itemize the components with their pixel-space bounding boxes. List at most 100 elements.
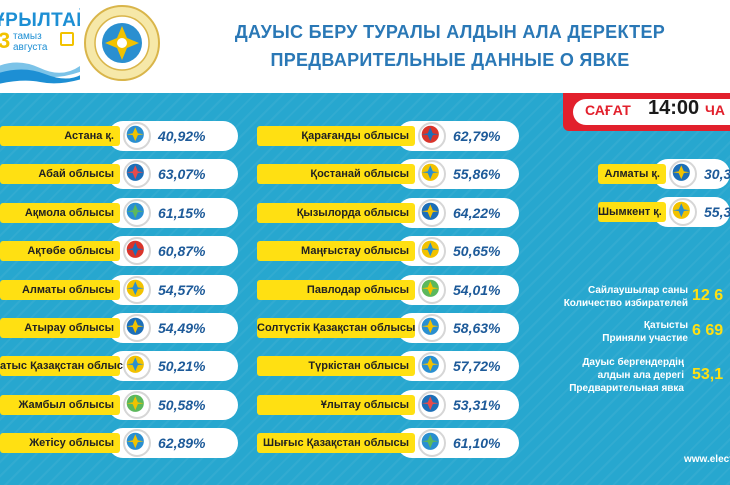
city-name: Шымкент қ. — [598, 206, 662, 219]
city-percentage: 30,3 — [704, 166, 730, 182]
region-name: Маңғыстау облысы — [301, 245, 409, 258]
region-percentage: 55,86% — [453, 166, 501, 183]
turnout-value: 53,1 — [692, 366, 724, 383]
region-row: Павлодар облысы 54,01% — [257, 274, 519, 305]
voters-label-kz: Сайлаушылар саны — [587, 285, 688, 296]
turnout-label-kz-1: Дауыс бергендердің — [582, 357, 684, 368]
region-row: Абай облысы 63,07% — [0, 159, 238, 190]
region-percentage: 53,31% — [453, 396, 501, 413]
city-row: Алматы қ. 30,3 — [598, 159, 730, 189]
region-percentage: 62,79% — [453, 128, 501, 144]
region-emblem-icon — [418, 314, 446, 342]
voters-label-ru: Количество избирателей — [563, 298, 688, 309]
region-emblem-icon — [123, 122, 151, 150]
region-percentage: 54,49% — [158, 320, 206, 336]
region-emblem-icon — [418, 122, 446, 150]
region-row: Ақмола облысы 61,15% — [0, 197, 238, 228]
region-row: Қостанай облысы 55,86% — [257, 159, 519, 190]
region-name: Жетісу облысы — [29, 437, 114, 450]
region-name: Астана қ. — [64, 130, 114, 142]
region-name: Ұлытау облысы — [320, 398, 409, 411]
region-row: Ақтөбе облысы 60,87% — [0, 236, 238, 267]
region-row: Түркістан облысы 57,72% — [257, 351, 519, 382]
region-emblem-icon — [418, 198, 446, 227]
region-name: Алматы облысы — [21, 283, 114, 296]
region-percentage: 57,72% — [453, 358, 501, 375]
participation-value: 6 69 — [692, 322, 724, 339]
region-name: Шығыс Қазақстан облысы — [263, 437, 409, 450]
title-kz: ДАУЫС БЕРУ ТУРАЛЫ АЛДЫН АЛА ДЕРЕКТЕР — [234, 22, 666, 42]
region-row: Қарағанды облысы 62,79% — [257, 121, 519, 151]
region-name: Павлодар облысы — [306, 283, 409, 296]
region-name: Ақтөбе облысы — [27, 245, 114, 258]
title-ru: ПРЕДВАРИТЕЛЬНЫЕ ДАННЫЕ О ЯВКЕ — [270, 50, 630, 70]
region-emblem-icon — [123, 352, 151, 381]
region-row: Атырау облысы 54,49% — [0, 313, 238, 343]
region-emblem-icon — [418, 352, 446, 381]
city-emblem-icon — [669, 198, 697, 227]
region-percentage: 61,15% — [158, 204, 206, 221]
time-label: САҒАТ — [585, 102, 631, 118]
logo-number: 3 — [0, 28, 11, 53]
region-name: Абай облысы — [38, 168, 114, 181]
city-percentage: 55,3 — [704, 204, 730, 221]
logo-word: ҰРЫЛТАЙ — [0, 10, 80, 31]
region-name: Ақмола облысы — [24, 206, 114, 219]
region-emblem-icon — [418, 390, 446, 419]
region-percentage: 50,65% — [453, 243, 501, 260]
region-row: Алматы облысы 54,57% — [0, 274, 238, 305]
region-row: Солтүстік Қазақстан облысы 58,63% — [257, 313, 519, 343]
region-name: Қостанай облысы — [310, 168, 409, 181]
region-name: Қызылорда облысы — [296, 206, 409, 219]
logo-date-kz: тамыз — [13, 31, 42, 42]
region-emblem-icon — [123, 275, 151, 304]
region-name: атыс Қазақстан облысы — [0, 360, 133, 373]
time-suffix: ЧА — [705, 102, 725, 118]
region-row: Қызылорда облысы 64,22% — [257, 197, 519, 228]
region-emblem-icon — [418, 429, 446, 458]
city-name: Алматы қ. — [604, 168, 660, 180]
region-percentage: 50,58% — [158, 396, 206, 413]
region-percentage: 54,57% — [158, 281, 206, 298]
region-row: Шығыс Қазақстан облысы 61,10% — [257, 428, 519, 459]
participation-label-kz: Қатысты — [643, 320, 688, 331]
city-row: Шымкент қ. 55,3 — [598, 197, 730, 228]
region-percentage: 50,21% — [158, 358, 206, 375]
region-name: Жамбыл облысы — [18, 398, 114, 411]
region-row: Маңғыстау облысы 50,65% — [257, 236, 519, 267]
checkbox-icon — [60, 32, 74, 46]
region-percentage: 58,63% — [453, 320, 501, 336]
region-name: Қарағанды облысы — [301, 130, 409, 142]
region-name: Атырау облысы — [24, 322, 114, 334]
region-emblem-icon — [123, 198, 151, 227]
region-percentage: 40,92% — [158, 128, 206, 144]
voters-value: 12 6 — [692, 287, 724, 304]
region-name: Солтүстік Қазақстан облысы — [257, 322, 416, 334]
region-percentage: 60,87% — [158, 243, 206, 260]
region-emblem-icon — [123, 160, 151, 189]
region-row: Жетісу облысы 62,89% — [0, 428, 238, 459]
region-percentage: 64,22% — [453, 204, 501, 221]
region-emblem-icon — [123, 390, 151, 419]
time-value: 14:00 — [648, 97, 700, 119]
elections-logo: ҰРЫЛТАЙ 3 тамыз августа — [0, 0, 80, 93]
region-row: Ұлытау облысы 53,31% — [257, 389, 519, 420]
website-link[interactable]: www.electio — [684, 454, 730, 465]
participation-label-ru: Приняли участие — [602, 333, 688, 344]
region-row: атыс Қазақстан облысы 50,21% — [0, 351, 238, 382]
region-percentage: 61,10% — [453, 435, 501, 452]
turnout-label-ru: Предварительная явка — [569, 383, 684, 394]
time-badge: САҒАТ 14:00 ЧА — [563, 93, 730, 131]
cec-seal-icon — [84, 5, 160, 81]
ribbon-icon — [0, 62, 80, 84]
region-percentage: 62,89% — [158, 435, 206, 452]
region-emblem-icon — [123, 429, 151, 458]
logo-date-ru: августа — [13, 42, 48, 53]
region-emblem-icon — [418, 275, 446, 304]
region-emblem-icon — [123, 314, 151, 342]
region-row: Жамбыл облысы 50,58% — [0, 389, 238, 420]
region-percentage: 63,07% — [158, 166, 206, 183]
region-emblem-icon — [418, 160, 446, 189]
city-emblem-icon — [669, 160, 697, 188]
turnout-label-kz-2: алдын ала дерегі — [597, 370, 684, 381]
